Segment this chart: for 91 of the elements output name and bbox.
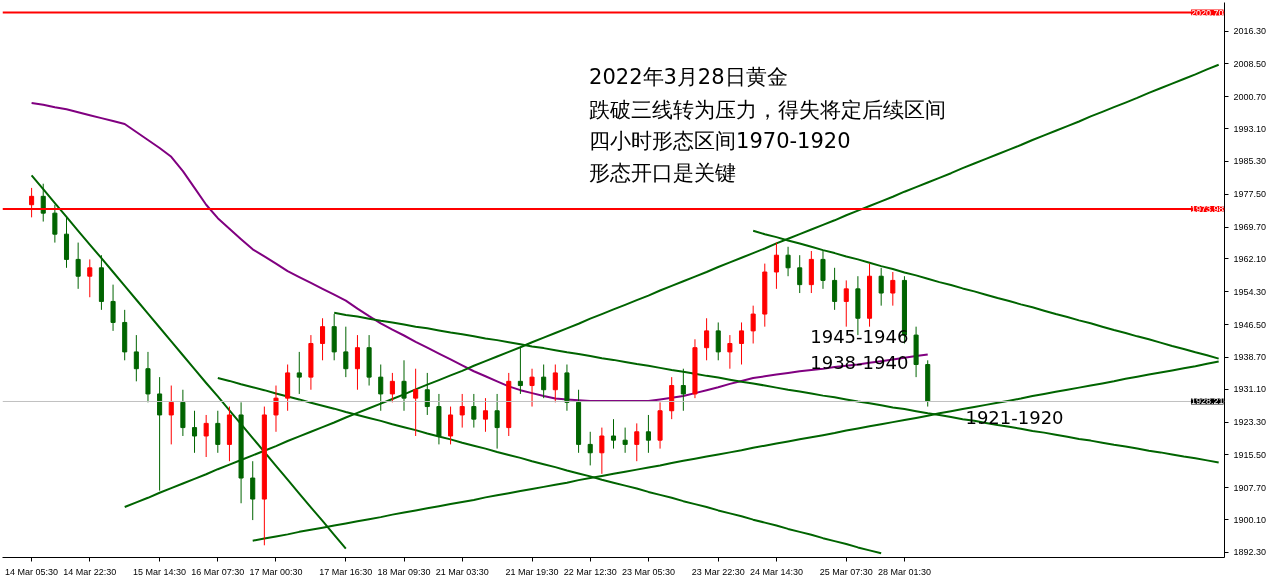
candlestick: [168, 385, 174, 445]
candlestick: [750, 305, 756, 344]
y-tick-label: 1931.10: [1233, 384, 1267, 395]
x-tick-label: 14 Mar 05:30: [5, 566, 59, 577]
x-tick-label: 16 Mar 07:30: [191, 566, 245, 577]
candlestick: [401, 359, 407, 412]
x-tick-label: 24 Mar 14:30: [749, 566, 803, 577]
x-tick-label: 14 Mar 22:30: [63, 566, 117, 577]
y-tick-label: 1954.30: [1233, 286, 1267, 297]
y-tick-label: 1923.30: [1233, 417, 1267, 428]
candlestick: [878, 267, 884, 307]
x-tick-label: 28 Mar 01:30: [877, 566, 931, 577]
annotation: 形态开口是关键: [589, 160, 737, 185]
candlestick: [75, 242, 81, 290]
annotation: 跌破三线转为压力，得失将定后续区间: [589, 98, 947, 123]
y-tick-label: 1915.50: [1233, 449, 1267, 460]
ref-line-label: 1928.21: [1190, 396, 1224, 407]
candlestick: [832, 267, 838, 311]
candlestick: [482, 397, 489, 433]
candlestick: [471, 393, 477, 429]
candlestick: [587, 431, 593, 466]
candlestick: [517, 347, 523, 395]
candlestick: [110, 284, 116, 332]
y-tick-label: 1900.10: [1233, 514, 1267, 525]
y-tick-label: 2016.30: [1233, 26, 1267, 37]
candlestick: [52, 204, 58, 244]
x-tick-label: 15 Mar 14:30: [133, 566, 187, 577]
candlestick: [890, 271, 896, 307]
candlestick: [645, 414, 651, 454]
candlestick: [704, 317, 710, 361]
candlestick: [494, 393, 500, 450]
x-tick-label: 17 Mar 00:30: [249, 566, 303, 577]
candlestick: [552, 364, 558, 403]
candlestick: [820, 250, 826, 290]
x-tick-label: 21 Mar 19:30: [505, 566, 559, 577]
annotation: 2022年3月28日黄金: [589, 65, 788, 90]
candlestick: [413, 368, 419, 437]
candlestick: [727, 334, 733, 370]
annotation: 四小时形态区间1970-1920: [589, 128, 851, 153]
x-tick-label: 18 Mar 09:30: [377, 566, 431, 577]
candlestick: [87, 258, 93, 298]
y-tick-label: 1977.50: [1233, 189, 1267, 200]
candlestick: [320, 317, 326, 361]
candlestick: [191, 410, 198, 454]
x-tick-label: 21 Mar 03:30: [435, 566, 489, 577]
candlestick: [529, 368, 535, 408]
y-tick-label: 2008.50: [1233, 58, 1267, 69]
x-tick-label: 17 Mar 16:30: [319, 566, 373, 577]
y-tick-label: 1907.70: [1233, 482, 1267, 493]
candlestick: [680, 368, 686, 412]
y-tick-label: 1993.10: [1233, 123, 1267, 134]
y-tick-label: 1946.50: [1233, 319, 1267, 330]
x-tick-label: 23 Mar 05:30: [621, 566, 675, 577]
x-tick-label: 22 Mar 12:30: [563, 566, 617, 577]
candlestick: [634, 422, 640, 462]
ref-line-label: 1973.98: [1190, 204, 1224, 215]
candlestick: [599, 427, 605, 475]
candlestick: [273, 385, 279, 433]
y-tick-label: 2000.70: [1233, 91, 1267, 102]
candlestick: [448, 406, 454, 445]
x-tick-label: 23 Mar 22:30: [691, 566, 745, 577]
candlestick: [610, 418, 617, 450]
y-tick-label: 1985.30: [1233, 156, 1267, 167]
candlestick: [622, 427, 628, 454]
candlestick: [203, 414, 209, 458]
candlestick: [843, 279, 849, 328]
candlestick: [424, 372, 430, 416]
ref-line-label: 2020.70: [1190, 7, 1224, 18]
candlestick: [157, 376, 163, 492]
candlestick: [715, 321, 721, 361]
candlestick: [40, 183, 46, 223]
candlestick: [738, 321, 745, 366]
candlestick: [133, 334, 139, 382]
x-tick-label: 25 Mar 07:30: [819, 566, 873, 577]
candlestick: [378, 364, 384, 412]
y-tick-label: 1962.10: [1233, 253, 1267, 264]
candlestick: [343, 326, 349, 378]
candlestick: [773, 242, 779, 290]
y-tick-label: 1969.70: [1233, 222, 1267, 233]
annotation: 1921-1920: [965, 406, 1064, 428]
candlestick: [541, 364, 547, 399]
candlestick: [215, 410, 221, 454]
candlestick: [785, 246, 791, 277]
candlestick: [354, 334, 360, 391]
candlestick: [250, 460, 256, 521]
y-tick-label: 1938.70: [1233, 352, 1267, 363]
candlestick: [389, 372, 395, 403]
candlestick: [797, 254, 803, 294]
candlestick: [459, 393, 465, 429]
candlestick: [296, 351, 302, 395]
y-tick-label: 1892.30: [1233, 547, 1267, 558]
